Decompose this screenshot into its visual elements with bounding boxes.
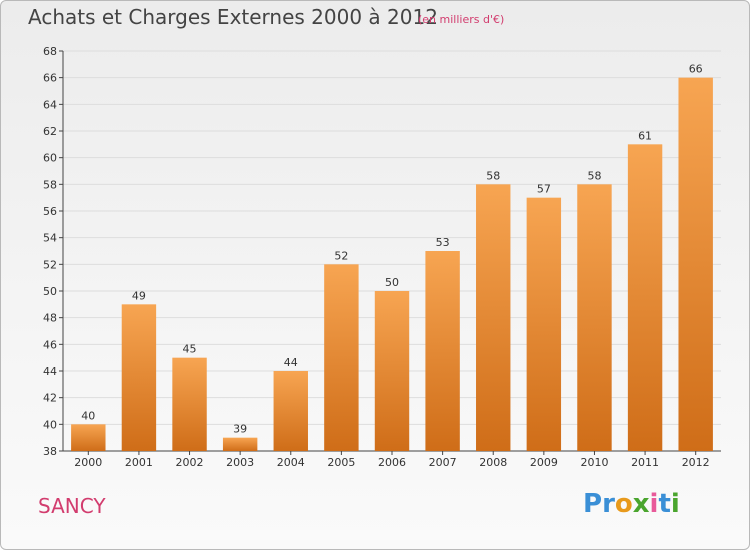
logo-letter: i	[670, 489, 680, 519]
x-tick-label: 2002	[176, 456, 204, 469]
logo-letter: i	[649, 489, 659, 519]
logo-letter: x	[632, 489, 650, 519]
x-tick-label: 2000	[74, 456, 102, 469]
x-tick-label: 2009	[530, 456, 558, 469]
x-tick-label: 2001	[125, 456, 153, 469]
bar-value-label: 44	[284, 356, 298, 369]
chart-title: Achats et Charges Externes 2000 à 2012	[28, 5, 438, 29]
y-tick-label: 42	[43, 392, 57, 405]
y-tick-label: 44	[43, 365, 57, 378]
x-tick-label: 2005	[327, 456, 355, 469]
bar	[172, 357, 207, 451]
x-tick-label: 2006	[378, 456, 406, 469]
bar	[374, 291, 410, 451]
x-tick-label: 2004	[277, 456, 305, 469]
y-tick-label: 38	[43, 445, 57, 458]
y-tick-label: 52	[43, 258, 57, 271]
y-tick-label: 62	[43, 125, 57, 138]
bar	[71, 424, 106, 451]
y-tick-label: 46	[43, 338, 57, 351]
y-tick-label: 56	[43, 205, 57, 218]
bar-value-label: 39	[233, 423, 247, 436]
logo-letter: P	[583, 489, 603, 519]
bar	[273, 371, 308, 451]
commune-name: SANCY	[38, 494, 106, 518]
bar-value-label: 45	[183, 343, 197, 356]
bar	[222, 437, 258, 451]
bar	[324, 264, 359, 451]
bar-value-label: 53	[436, 236, 450, 249]
logo-letter: t	[658, 489, 671, 519]
y-tick-label: 60	[43, 152, 57, 165]
bar-value-label: 58	[587, 169, 601, 182]
x-tick-label: 2008	[479, 456, 507, 469]
x-tick-label: 2003	[226, 456, 254, 469]
bar	[577, 184, 612, 452]
bar-value-label: 66	[689, 63, 703, 76]
bar	[425, 251, 460, 451]
bar-value-label: 50	[385, 276, 399, 289]
bar	[627, 144, 663, 452]
bar	[121, 304, 157, 451]
x-tick-label: 2007	[429, 456, 457, 469]
logo-letter: o	[614, 489, 633, 519]
y-tick-label: 68	[43, 45, 57, 58]
y-tick-label: 64	[43, 98, 57, 111]
proxiti-logo[interactable]: Proxiti	[583, 489, 680, 519]
y-tick-label: 48	[43, 312, 57, 325]
bar-value-label: 61	[638, 129, 652, 142]
y-tick-label: 50	[43, 285, 57, 298]
bar	[476, 184, 511, 452]
y-tick-label: 40	[43, 418, 57, 431]
bar	[678, 77, 713, 452]
logo-letter: r	[602, 489, 615, 519]
bar	[526, 197, 562, 451]
bar-value-label: 49	[132, 289, 146, 302]
chart-subtitle: (en milliers d'€)	[418, 13, 505, 26]
x-tick-label: 2010	[580, 456, 608, 469]
y-tick-label: 66	[43, 72, 57, 85]
bar-value-label: 40	[81, 409, 95, 422]
x-tick-label: 2011	[631, 456, 659, 469]
y-tick-label: 58	[43, 178, 57, 191]
bar-value-label: 57	[537, 183, 551, 196]
bar-value-label: 58	[486, 169, 500, 182]
bar-value-label: 52	[334, 249, 348, 262]
x-tick-label: 2012	[682, 456, 710, 469]
y-tick-label: 54	[43, 232, 57, 245]
